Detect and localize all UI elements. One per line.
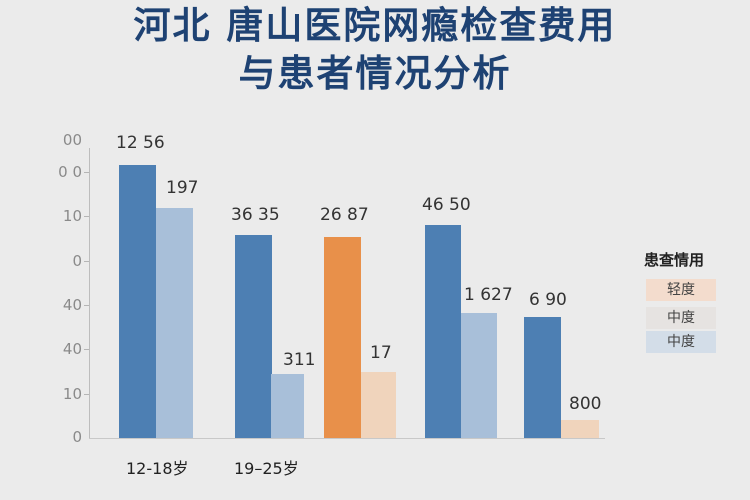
y-tick-label: 40 [62,340,82,358]
bar-group4-primary [425,225,461,438]
bar-group1-primary [119,165,156,438]
bar-group4-secondary [461,313,497,438]
x-tick-label: 12-18岁 [126,459,189,478]
y-tick-label: 0 [72,428,82,446]
y-tick-mark [84,305,89,306]
chart-title-line2: 与患者情况分析 [238,52,512,95]
bar-value-label: 6 90 [529,290,567,310]
y-tick-label: 0 [72,252,82,270]
chart-title-line1: 河北 唐山医院网瘾检查费用 [133,4,617,47]
y-tick-mark [84,349,89,350]
y-tick-label: 10 [62,385,82,403]
y-tick-label: 00 [62,131,82,149]
bar-value-label: 12 56 [116,133,165,153]
bar-value-label: 46 50 [422,195,471,215]
bar-group3-primary [324,237,361,438]
y-tick-label: 40 [62,296,82,314]
bar-value-label: 197 [166,178,199,198]
x-tick-label: 19–25岁 [234,459,299,478]
bar-value-label: 311 [283,350,316,370]
bar-value-label: 800 [569,394,602,414]
y-tick-label: 10 [62,207,82,225]
bar-value-label: 36 35 [231,205,280,225]
bar-value-label: 17 [370,343,392,363]
bar-group3-secondary [361,372,396,438]
y-axis-line [89,148,90,439]
bar-group2-secondary [271,374,304,438]
y-tick-mark [84,216,89,217]
bar-value-label: 1 627 [464,285,513,305]
legend-item-moderate: 中度 [646,307,716,329]
x-axis-line [89,438,605,439]
y-tick-mark [84,172,89,173]
legend-item-moderate-2: 中度 [646,331,716,353]
legend-item-mild: 轻度 [646,279,716,301]
y-tick-label: 0 0 [58,163,82,181]
legend-title: 患查情用 [644,251,705,269]
bar-group2-primary [235,235,272,438]
bar-group5-secondary [561,420,599,438]
y-tick-mark [84,261,89,262]
bar-group5-primary [524,317,561,438]
y-tick-mark [84,394,89,395]
bar-group1-secondary [156,208,193,438]
bar-value-label: 26 87 [320,205,369,225]
